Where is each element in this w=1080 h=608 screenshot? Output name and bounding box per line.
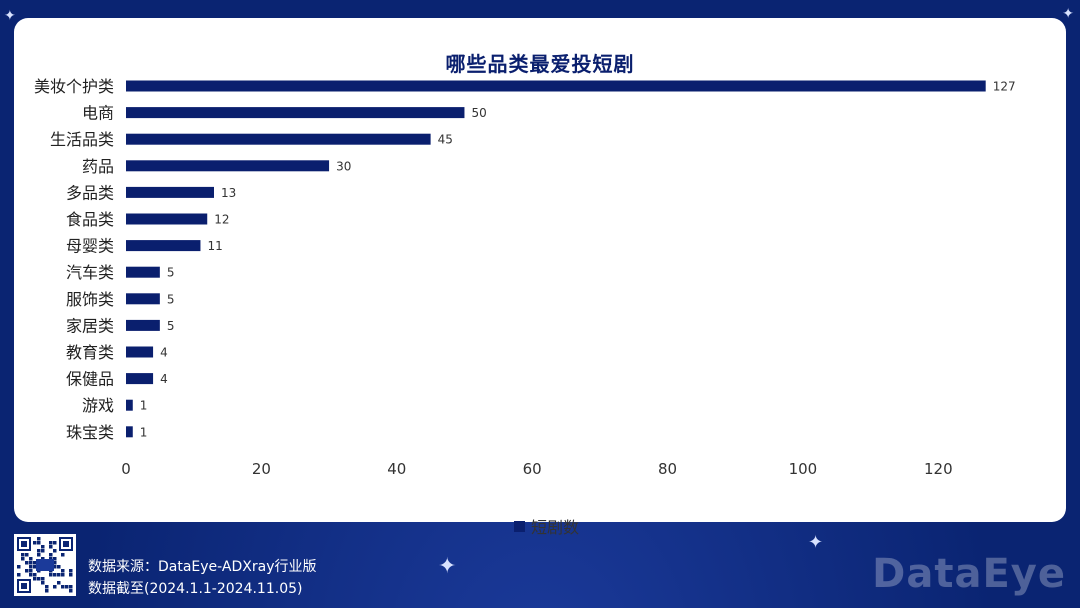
data-label: 13 [221, 186, 236, 200]
bar [126, 133, 431, 145]
category-label: 电商 [82, 104, 114, 123]
chart-legend: 短剧数 [514, 514, 579, 538]
bar [126, 266, 160, 278]
data-label: 1 [140, 399, 148, 413]
source-line: 数据来源：DataEye-ADXray行业版 [88, 559, 317, 575]
footer-source: 数据来源：DataEye-ADXray行业版 数据截至(2024.1.1-202… [88, 556, 316, 600]
legend-label: 短剧数 [531, 518, 580, 537]
data-label: 1 [140, 425, 148, 439]
data-label: 5 [167, 319, 175, 333]
category-label: 保健品 [66, 370, 114, 389]
chart-title: 哪些品类最爱投短剧 [445, 52, 635, 76]
x-tick-label: 20 [252, 460, 271, 478]
data-label: 5 [167, 292, 175, 306]
qr-code [14, 534, 76, 596]
category-label: 生活品类 [50, 130, 114, 149]
date-line: 数据截至(2024.1.1-2024.11.05) [88, 581, 303, 597]
x-tick-label: 80 [658, 460, 677, 478]
data-label: 30 [336, 159, 351, 173]
legend-swatch [514, 520, 525, 532]
data-label: 4 [160, 346, 168, 360]
bar [126, 319, 160, 331]
x-tick-label: 40 [387, 460, 406, 478]
category-label: 游戏 [82, 396, 114, 415]
data-label: 50 [471, 106, 486, 120]
category-label: 食品类 [66, 210, 114, 229]
bar [126, 373, 154, 385]
data-label: 4 [160, 372, 168, 386]
category-label: 珠宝类 [66, 423, 114, 442]
brand-logo: DataEye [872, 551, 1066, 597]
bar [126, 426, 133, 438]
category-label: 教育类 [66, 343, 114, 362]
data-label: 12 [214, 213, 229, 227]
sparkle-icon: ✦ [438, 554, 457, 579]
bar [126, 293, 160, 305]
qr-code-image [17, 537, 73, 593]
category-label: 汽车类 [66, 263, 114, 282]
sparkle-icon: ✦ [1062, 6, 1074, 22]
category-label: 母婴类 [66, 237, 114, 256]
x-tick-label: 100 [789, 460, 818, 478]
data-label: 127 [993, 80, 1016, 94]
bar [126, 107, 465, 119]
sparkle-icon: ✦ [808, 532, 824, 553]
x-tick-label: 120 [924, 460, 953, 478]
data-label: 11 [207, 239, 222, 253]
x-tick-label: 60 [523, 460, 542, 478]
bar [126, 80, 986, 92]
bar [126, 240, 201, 252]
x-tick-label: 0 [121, 460, 131, 478]
category-label: 药品 [82, 157, 114, 176]
data-label: 5 [167, 266, 175, 280]
data-label: 45 [438, 133, 453, 147]
category-label: 多品类 [66, 183, 114, 202]
sparkle-icon: ✦ [4, 8, 16, 24]
category-label: 美妆个护类 [34, 77, 114, 96]
chart-card: 美妆个护类 127 电商 50 生活品类 45 药品 30 多品类 13 食品类 12 母婴类 11 汽车类… [14, 18, 1066, 537]
bar [126, 160, 330, 172]
bar [126, 186, 214, 198]
bar [126, 213, 208, 225]
bar [126, 346, 154, 358]
bar [126, 399, 133, 411]
category-label: 家居类 [66, 316, 114, 335]
category-label: 服饰类 [66, 290, 114, 309]
